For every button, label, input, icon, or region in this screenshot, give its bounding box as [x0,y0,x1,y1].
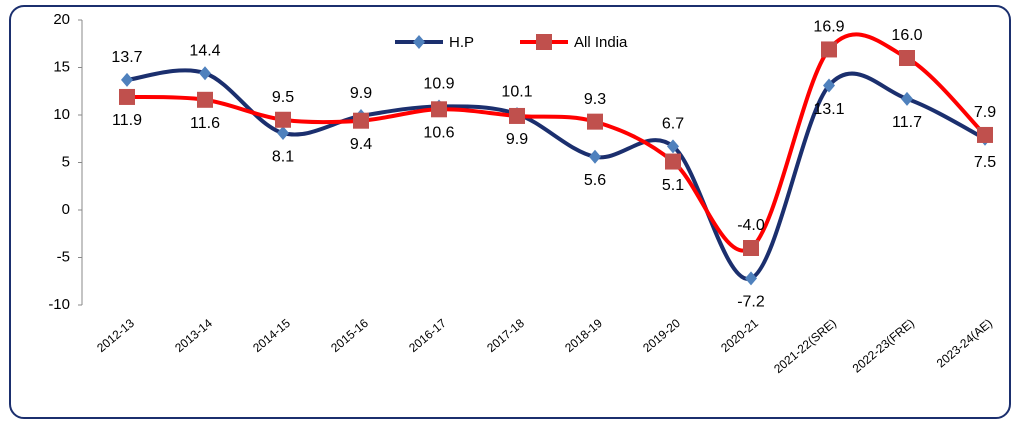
legend-label: All India [574,34,628,51]
x-tick-label: 2021-22(SRE) [771,316,839,376]
x-tick-label: 2017-18 [484,316,527,355]
data-label: 11.7 [892,114,922,131]
data-label: 6.7 [662,116,684,133]
marker [413,35,425,49]
y-tick-label: 10 [53,106,70,123]
y-tick-label: 20 [53,11,70,28]
data-label: 11.9 [112,112,142,129]
marker [745,271,757,286]
data-label: 10.6 [423,125,454,142]
marker [197,91,213,108]
marker [119,88,135,105]
marker [121,72,133,87]
y-tick-label: -5 [57,248,70,265]
marker [431,101,447,118]
marker [821,41,837,58]
marker [536,34,552,50]
data-label: 8.1 [272,148,294,165]
data-label: 9.3 [584,91,606,108]
data-label: 16.9 [813,19,844,36]
marker [353,112,369,129]
frame [9,5,1011,419]
marker [199,66,211,81]
data-label: 5.1 [662,177,684,194]
marker [509,107,525,124]
data-label: 7.5 [974,154,996,171]
data-label: 14.4 [189,42,220,59]
x-tick-label: 2012-13 [94,316,137,355]
data-label: 9.5 [272,89,294,106]
data-label: -4.0 [737,217,765,234]
x-tick-label: 2013-14 [172,316,215,355]
y-tick-label: 5 [62,153,70,170]
x-tick-label: 2016-17 [406,316,449,355]
line [126,32,987,253]
marker [977,126,993,143]
marker [665,153,681,170]
data-label: 9.9 [350,85,372,102]
data-label: -7.2 [737,294,765,311]
x-tick-label: 2014-15 [250,316,293,355]
marker [667,139,679,154]
y-tick-label: -10 [48,296,70,313]
x-tick-label: 2015-16 [328,316,371,355]
marker [589,149,601,164]
marker [587,113,603,130]
data-label: 9.4 [350,136,372,153]
x-tick-label: 2020-21 [718,316,761,355]
data-label: 5.6 [584,172,606,189]
x-tick-label: 2019-20 [640,316,683,355]
data-label: 10.1 [501,83,532,100]
data-label: 13.7 [111,49,142,66]
data-label: 11.6 [190,115,220,132]
data-label: 9.9 [506,131,528,148]
marker [275,111,291,128]
x-tick-label: 2022-23(FRE) [850,316,917,376]
marker [743,240,759,256]
data-label: 13.1 [813,101,844,118]
data-label: 10.9 [423,76,454,93]
y-tick-label: 0 [62,201,70,218]
data-label: 7.9 [974,104,996,121]
line [126,68,986,281]
x-tick-label: 2023-24(AE) [934,316,995,370]
marker [823,78,835,93]
y-tick-label: 15 [53,58,70,75]
legend-label: H.P [449,34,474,51]
marker [899,50,915,66]
marker [901,91,913,106]
marker [277,126,289,141]
data-label: 16.0 [891,27,922,44]
x-tick-label: 2018-19 [562,316,605,355]
